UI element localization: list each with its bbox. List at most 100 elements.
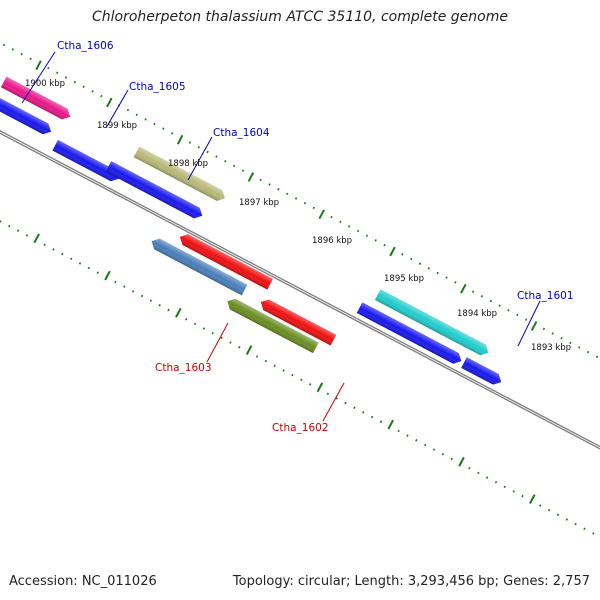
scale-tick — [521, 494, 524, 498]
kbp-label: 1897 kbp — [239, 198, 279, 208]
scale-tick — [171, 132, 174, 135]
scale-tick — [374, 239, 377, 242]
scale-tick — [61, 252, 64, 256]
scale-tick — [586, 350, 590, 354]
scale-tick — [397, 429, 400, 433]
scale-tick — [193, 322, 197, 326]
scale-tick — [432, 448, 436, 451]
gene-Ctha_1604[interactable] — [133, 146, 228, 204]
scale-tick — [167, 308, 170, 312]
scale-tick — [480, 295, 484, 298]
gene-label-Ctha_1601[interactable]: Ctha_1601 — [517, 290, 574, 302]
scale-tick — [489, 299, 492, 303]
scale-tick — [114, 280, 117, 284]
gene-label-Ctha_1604[interactable]: Ctha_1604 — [213, 127, 270, 139]
gene-label-Ctha_1605[interactable]: Ctha_1605 — [129, 81, 186, 93]
scale-tick — [11, 48, 15, 51]
scale-tick — [507, 309, 510, 312]
gene-blue-cds-c[interactable] — [356, 302, 464, 366]
scale-tick — [131, 290, 135, 293]
kbp-label: 1893 kbp — [531, 343, 571, 353]
scale-tick — [539, 504, 542, 507]
scale-tick — [87, 266, 91, 270]
callout-line — [517, 300, 541, 347]
scale-tick — [415, 439, 418, 442]
scale-tick — [185, 317, 188, 321]
scale-tick — [2, 43, 6, 47]
scale-tick — [241, 169, 245, 172]
scale-tick — [220, 336, 223, 340]
scale-tick — [245, 345, 253, 355]
scale-tick — [560, 336, 563, 340]
gene-blue-cds-d[interactable] — [461, 357, 504, 387]
kbp-label: 1900 kbp — [25, 79, 65, 89]
scale-tick — [149, 299, 153, 302]
scale-tick — [468, 466, 471, 470]
gene-Ctha_1602[interactable] — [225, 296, 319, 354]
scale-tick — [277, 187, 280, 191]
scale-tick — [312, 206, 315, 210]
scale-tick — [96, 271, 99, 274]
scale-tick — [140, 294, 144, 298]
scale-tick — [91, 90, 94, 93]
callout-line — [105, 89, 129, 129]
scale-tick — [326, 392, 330, 396]
callout-line — [21, 51, 56, 104]
scale-tick — [215, 155, 218, 158]
scale-tick — [335, 397, 338, 400]
gene-red-cds-a[interactable] — [177, 232, 273, 290]
scale-tick — [471, 290, 475, 293]
gene-Ctha_1601[interactable] — [374, 289, 491, 358]
scale-tick — [441, 453, 445, 456]
scale-tick — [211, 331, 214, 335]
scale-tick — [547, 508, 551, 512]
scale-tick — [175, 307, 182, 318]
accession-label: Accession: NC_011026 — [9, 574, 157, 589]
scale-tick — [259, 178, 262, 182]
gene-label-Ctha_1606[interactable]: Ctha_1606 — [57, 40, 114, 52]
scale-tick — [282, 369, 285, 372]
scale-tick — [202, 327, 206, 330]
scale-tick — [450, 457, 453, 461]
scale-tick — [16, 229, 20, 233]
scale-tick — [64, 76, 68, 79]
scale-tick — [8, 224, 11, 228]
scale-tick — [362, 411, 365, 414]
scale-tick — [43, 243, 46, 247]
scale-tick — [294, 197, 298, 200]
scale-tick — [477, 471, 480, 475]
scale-tick — [556, 513, 560, 517]
scale-tick — [578, 346, 581, 349]
gene-label-Ctha_1602[interactable]: Ctha_1602 — [272, 422, 329, 434]
scale-tick — [286, 192, 289, 196]
scale-tick — [460, 283, 467, 294]
kbp-label: 1895 kbp — [384, 274, 424, 284]
gene-Ctha_1603[interactable] — [149, 236, 248, 296]
kbp-label: 1898 kbp — [168, 159, 208, 169]
scale-tick — [70, 257, 73, 260]
scale-tick — [153, 122, 156, 126]
scale-tick — [389, 246, 396, 257]
scale-tick — [427, 267, 431, 270]
scale-tick — [100, 94, 103, 98]
scale-tick — [224, 160, 227, 163]
scale-tick — [232, 164, 236, 168]
gene-Ctha_1605[interactable] — [52, 139, 121, 184]
gene-blue-cds-a[interactable] — [0, 96, 54, 137]
scale-tick — [595, 355, 599, 359]
scale-tick — [135, 113, 138, 116]
scale-tick — [485, 476, 489, 479]
gene-blue-cds-b[interactable] — [105, 161, 205, 221]
scale-tick — [339, 220, 342, 224]
scale-tick — [574, 522, 577, 526]
scale-tick — [387, 419, 394, 430]
scale-tick — [82, 85, 85, 89]
scale-tick — [406, 434, 409, 437]
scale-tick — [370, 415, 374, 419]
scale-tick — [542, 327, 546, 331]
gene-label-Ctha_1603[interactable]: Ctha_1603 — [155, 362, 212, 374]
gene-Ctha_1606[interactable] — [0, 76, 73, 123]
gene-red-cds-b[interactable] — [258, 297, 337, 346]
scale-tick — [436, 271, 439, 275]
